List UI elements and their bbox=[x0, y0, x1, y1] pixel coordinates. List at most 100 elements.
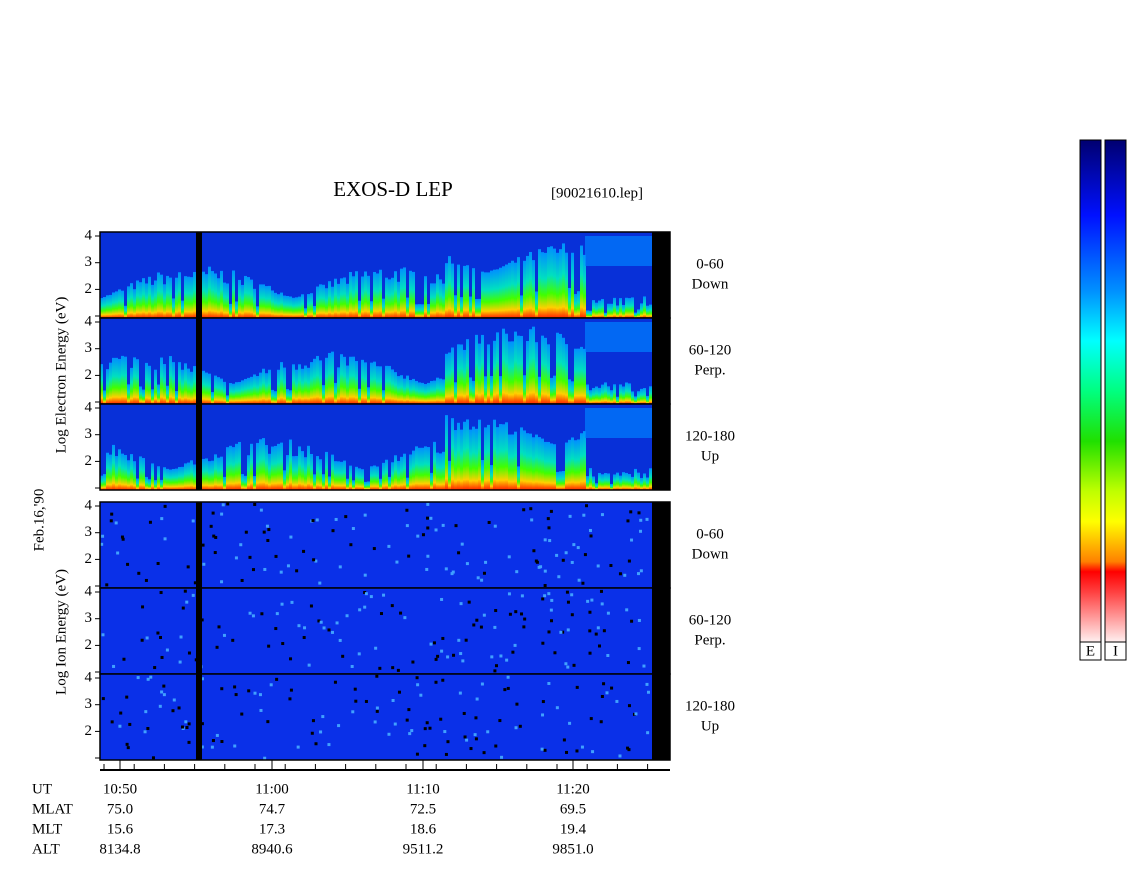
spectrogram-column bbox=[406, 375, 409, 404]
spectrogram-noise bbox=[565, 590, 569, 594]
spectrogram-column bbox=[379, 478, 382, 490]
spectrogram-column bbox=[124, 454, 127, 490]
spectrogram-column bbox=[544, 337, 547, 404]
spectrogram-noise bbox=[543, 569, 547, 573]
spectrogram-column bbox=[544, 441, 547, 490]
row-value: 11:10 bbox=[406, 781, 440, 797]
pitch-angle: 60-120 bbox=[689, 342, 732, 358]
y-tick-label: 2 bbox=[85, 723, 93, 739]
spectrogram-noise bbox=[484, 560, 488, 564]
spectrogram-noise bbox=[463, 735, 467, 739]
spectrogram-column bbox=[517, 257, 520, 318]
spectrogram-column bbox=[283, 295, 286, 318]
spectrogram-column bbox=[541, 252, 544, 318]
spectrogram-column bbox=[301, 368, 304, 404]
spectrogram-column bbox=[493, 419, 496, 490]
spectrogram-column bbox=[598, 472, 601, 490]
spectrogram-noise bbox=[202, 562, 206, 566]
data-gap bbox=[652, 318, 670, 404]
spectrogram-column bbox=[604, 473, 607, 490]
y-tick-label: 2 bbox=[85, 453, 93, 469]
spectrogram-column bbox=[523, 375, 526, 404]
spectrogram-noise bbox=[423, 744, 427, 748]
spectrogram-noise bbox=[334, 517, 338, 521]
spectrogram-column bbox=[328, 352, 331, 404]
spectrogram-column bbox=[103, 297, 106, 318]
spectrogram-column bbox=[451, 347, 454, 404]
spectrogram-column bbox=[559, 249, 562, 318]
spectrogram-column bbox=[481, 271, 484, 318]
spectrogram-column bbox=[517, 466, 520, 490]
spectrogram-noise bbox=[391, 666, 395, 670]
spectrogram-noise bbox=[575, 749, 579, 753]
spectrogram-column bbox=[457, 344, 460, 404]
spectrogram-column bbox=[538, 376, 541, 404]
spectrogram-column bbox=[406, 297, 409, 318]
spectrogram-noise bbox=[452, 653, 456, 657]
y-tick-label: 2 bbox=[85, 637, 93, 653]
spectrogram-column bbox=[172, 362, 175, 404]
spectrogram-noise bbox=[145, 636, 149, 640]
spectrogram-column bbox=[478, 298, 481, 318]
spectrogram-column bbox=[313, 305, 316, 318]
spectrogram-column bbox=[166, 275, 169, 318]
spectrogram-noise bbox=[240, 712, 244, 716]
data-gap bbox=[196, 232, 202, 318]
spectrogram-column bbox=[454, 382, 457, 404]
spectrogram-noise bbox=[364, 699, 368, 703]
row-value: 17.3 bbox=[259, 821, 285, 837]
spectrogram-noise bbox=[493, 669, 497, 673]
spectrogram-noise bbox=[247, 689, 251, 693]
spectrogram-column bbox=[151, 463, 154, 490]
row-value: 10:50 bbox=[103, 781, 137, 797]
spectrogram-column bbox=[649, 468, 652, 490]
spectrogram-column bbox=[274, 445, 277, 490]
spectrogram-column bbox=[151, 389, 154, 404]
spectrogram-noise bbox=[341, 654, 345, 658]
spectrogram-noise bbox=[118, 724, 122, 728]
spectrogram-column bbox=[106, 295, 109, 318]
spectrogram-column bbox=[373, 271, 376, 318]
spectrogram-column bbox=[244, 378, 247, 404]
spectrogram-noise bbox=[572, 543, 576, 547]
spectrogram-column bbox=[295, 455, 298, 490]
spectrogram-noise bbox=[600, 694, 604, 698]
y-tick-label: 4 bbox=[85, 497, 93, 513]
spectrogram-column bbox=[457, 264, 460, 318]
spectrogram-column bbox=[391, 369, 394, 404]
spectrogram-noise bbox=[258, 693, 262, 697]
spectrogram-column bbox=[361, 359, 364, 404]
spectrogram-noise bbox=[561, 630, 565, 634]
spectrogram-column bbox=[553, 375, 556, 404]
spectrogram-noise bbox=[318, 581, 322, 585]
spectrogram-noise bbox=[530, 518, 534, 522]
spectrogram-column bbox=[535, 342, 538, 404]
spectrogram-column bbox=[169, 356, 172, 404]
spectrogram-column bbox=[241, 380, 244, 404]
spectrogram-column bbox=[400, 456, 403, 490]
spectrogram-noise bbox=[344, 515, 348, 519]
spectrogram-column bbox=[433, 283, 436, 318]
spectrogram-column bbox=[586, 310, 589, 318]
spectrogram-noise bbox=[646, 690, 650, 694]
spectrogram-column bbox=[181, 466, 184, 490]
spectrogram-column bbox=[241, 284, 244, 318]
spectrogram-column bbox=[100, 298, 103, 318]
spectrogram-noise bbox=[215, 733, 219, 737]
spectrogram-column bbox=[379, 269, 382, 318]
spectrogram-noise bbox=[541, 700, 545, 704]
spectrogram-column bbox=[391, 462, 394, 490]
spectrogram-column bbox=[217, 377, 220, 404]
spectrogram-column bbox=[418, 382, 421, 404]
panel-frame bbox=[99, 403, 671, 491]
spectrogram-column bbox=[292, 364, 295, 404]
spectrogram-column bbox=[343, 277, 346, 318]
spectrogram-noise bbox=[547, 681, 551, 685]
spectrogram-noise bbox=[490, 655, 494, 659]
spectrogram-column bbox=[274, 292, 277, 318]
spectrogram-noise bbox=[480, 578, 484, 582]
spectrogram-noise bbox=[201, 543, 205, 547]
spectrogram-noise bbox=[114, 521, 118, 525]
spectrogram-column bbox=[442, 451, 445, 490]
spectrogram-column bbox=[484, 272, 487, 318]
